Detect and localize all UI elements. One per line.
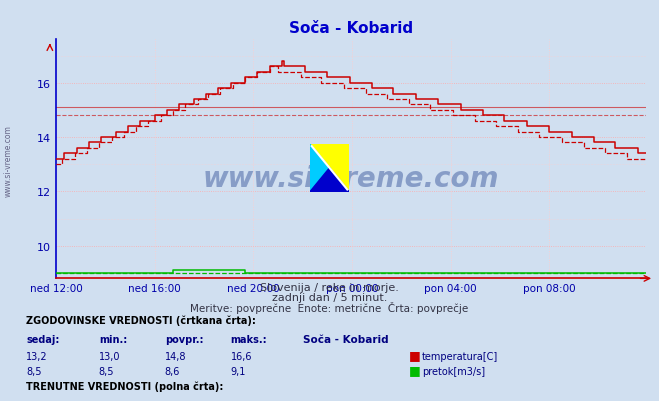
- Text: 14,8: 14,8: [165, 351, 186, 361]
- Text: Slovenija / reke in morje.: Slovenija / reke in morje.: [260, 283, 399, 293]
- Text: povpr.:: povpr.:: [165, 334, 203, 344]
- Polygon shape: [310, 144, 330, 192]
- Text: www.si-vreme.com: www.si-vreme.com: [4, 125, 13, 196]
- Text: maks.:: maks.:: [231, 334, 268, 344]
- Text: pretok[m3/s]: pretok[m3/s]: [422, 366, 485, 376]
- Text: ■: ■: [409, 348, 420, 360]
- Text: 9,1: 9,1: [231, 366, 246, 376]
- Text: zadnji dan / 5 minut.: zadnji dan / 5 minut.: [272, 293, 387, 303]
- Text: Meritve: povprečne  Enote: metrične  Črta: povprečje: Meritve: povprečne Enote: metrične Črta:…: [190, 301, 469, 313]
- Text: 8,5: 8,5: [26, 366, 42, 376]
- Text: temperatura[C]: temperatura[C]: [422, 351, 498, 361]
- Text: 13,0: 13,0: [99, 351, 121, 361]
- Text: min.:: min.:: [99, 334, 127, 344]
- Text: 13,2: 13,2: [26, 351, 48, 361]
- Title: Soča - Kobarid: Soča - Kobarid: [289, 21, 413, 36]
- Polygon shape: [310, 168, 349, 192]
- Text: Soča - Kobarid: Soča - Kobarid: [303, 334, 389, 344]
- Text: www.si-vreme.com: www.si-vreme.com: [203, 164, 499, 192]
- Text: 8,5: 8,5: [99, 366, 115, 376]
- Text: 16,6: 16,6: [231, 351, 252, 361]
- Text: ZGODOVINSKE VREDNOSTI (črtkana črta):: ZGODOVINSKE VREDNOSTI (črtkana črta):: [26, 314, 256, 325]
- Text: sedaj:: sedaj:: [26, 334, 60, 344]
- Text: TRENUTNE VREDNOSTI (polna črta):: TRENUTNE VREDNOSTI (polna črta):: [26, 381, 224, 391]
- Text: 8,6: 8,6: [165, 366, 180, 376]
- Text: ■: ■: [409, 363, 420, 376]
